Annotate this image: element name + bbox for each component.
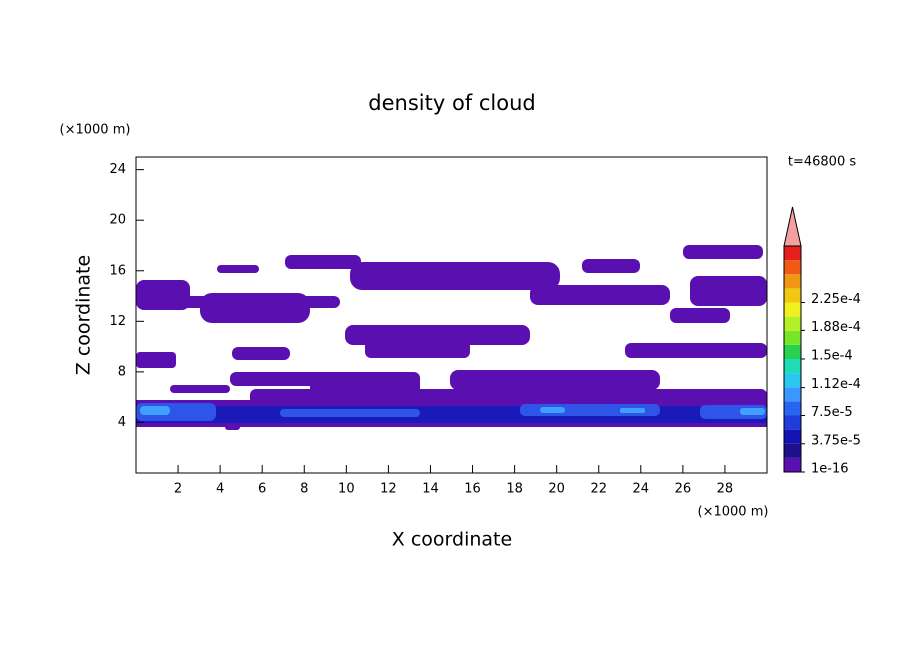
x-tick-label: 2 [174, 482, 182, 497]
colorbar-band [784, 443, 801, 458]
colorbar-band [784, 330, 801, 345]
colorbar-tick-label: 1e-16 [811, 462, 849, 477]
y-tick-label: 16 [109, 263, 126, 278]
colorbar-band [784, 359, 801, 374]
x-tick-label: 22 [590, 482, 607, 497]
colorbar-band [784, 429, 801, 444]
x-tick-label: 26 [675, 482, 692, 497]
colorbar-band [784, 274, 801, 289]
colorbar-band [784, 344, 801, 359]
y-tick-label: 4 [118, 415, 126, 430]
colorbar-tick-label: 2.25e-4 [811, 292, 861, 307]
x-axis-label: X coordinate [392, 529, 512, 551]
colorbar-tick-label: 7.5e-5 [811, 405, 853, 420]
colorbar-band [784, 387, 801, 402]
chart-title: density of cloud [368, 91, 535, 115]
x-tick-label: 6 [258, 482, 266, 497]
y-unit: (×1000 m) [60, 123, 131, 138]
colorbar-band [784, 288, 801, 303]
colorbar-extension [783, 206, 802, 247]
x-tick-label: 20 [548, 482, 565, 497]
y-axis-label: Z coordinate [73, 255, 95, 375]
x-unit: (×1000 m) [698, 505, 769, 520]
x-tick-label: 12 [380, 482, 397, 497]
x-tick-label: 14 [422, 482, 439, 497]
colorbar-band [784, 316, 801, 331]
colorbar-band [784, 373, 801, 388]
colorbar-tick-label: 1.88e-4 [811, 320, 861, 335]
x-tick-label: 24 [633, 482, 650, 497]
x-tick-label: 10 [338, 482, 355, 497]
y-tick-label: 20 [109, 213, 126, 228]
x-tick-label: 28 [717, 482, 734, 497]
colorbar-tick-label: 3.75e-5 [811, 433, 861, 448]
cloud-field [136, 245, 767, 430]
y-tick-label: 8 [118, 364, 126, 379]
colorbar-band [784, 246, 801, 261]
colorbar-tick-label: 1.5e-4 [811, 349, 853, 364]
y-tick-label: 12 [109, 314, 126, 329]
colorbar-band [784, 260, 801, 275]
y-tick-label: 24 [109, 162, 126, 177]
plot-frame [135, 156, 768, 474]
colorbar-band [784, 401, 801, 416]
x-tick-label: 16 [464, 482, 481, 497]
x-tick-label: 4 [216, 482, 224, 497]
colorbar-band [784, 457, 801, 472]
x-tick-label: 18 [506, 482, 523, 497]
time-annotation: t=46800 s [788, 155, 856, 170]
colorbar-band [784, 302, 801, 317]
colorbar-tick-label: 1.12e-4 [811, 377, 861, 392]
x-tick-label: 8 [300, 482, 308, 497]
colorbar-band [784, 415, 801, 430]
